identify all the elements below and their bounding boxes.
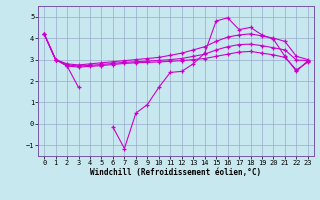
X-axis label: Windchill (Refroidissement éolien,°C): Windchill (Refroidissement éolien,°C): [91, 168, 261, 177]
